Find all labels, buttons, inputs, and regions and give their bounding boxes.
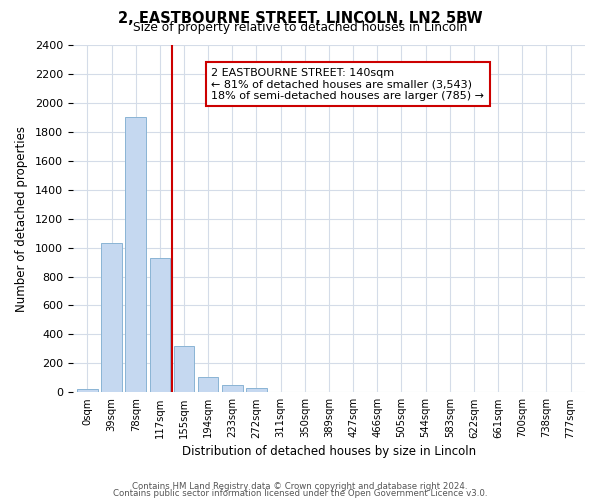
Text: 2, EASTBOURNE STREET, LINCOLN, LN2 5BW: 2, EASTBOURNE STREET, LINCOLN, LN2 5BW [118,11,482,26]
Text: Contains public sector information licensed under the Open Government Licence v3: Contains public sector information licen… [113,489,487,498]
Bar [77,388,98,392]
Bar [174,346,194,393]
Bar [125,118,146,392]
Bar [198,377,218,392]
Y-axis label: Number of detached properties: Number of detached properties [15,126,28,312]
Bar [101,244,122,392]
Bar [222,385,242,392]
Text: Contains HM Land Registry data © Crown copyright and database right 2024.: Contains HM Land Registry data © Crown c… [132,482,468,491]
Bar [246,388,267,392]
Text: Size of property relative to detached houses in Lincoln: Size of property relative to detached ho… [133,22,467,35]
X-axis label: Distribution of detached houses by size in Lincoln: Distribution of detached houses by size … [182,444,476,458]
Bar [149,258,170,392]
Text: 2 EASTBOURNE STREET: 140sqm
← 81% of detached houses are smaller (3,543)
18% of : 2 EASTBOURNE STREET: 140sqm ← 81% of det… [211,68,484,101]
